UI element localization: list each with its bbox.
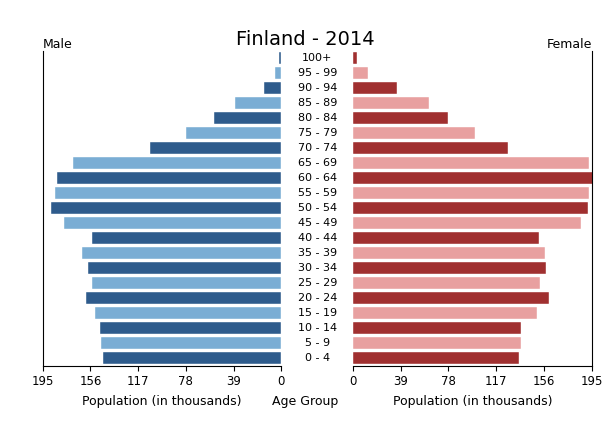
Bar <box>279 53 281 65</box>
Bar <box>57 172 281 184</box>
Bar <box>92 232 281 244</box>
Bar <box>353 187 589 199</box>
Text: 90 - 94: 90 - 94 <box>298 83 337 94</box>
Bar <box>353 97 429 109</box>
Bar <box>275 68 281 79</box>
Text: 55 - 59: 55 - 59 <box>298 188 337 198</box>
Bar <box>95 307 281 319</box>
Text: Population (in thousands): Population (in thousands) <box>393 395 552 408</box>
Text: Finland - 2014: Finland - 2014 <box>235 30 375 49</box>
Bar <box>353 292 549 304</box>
Text: 25 - 29: 25 - 29 <box>298 278 337 288</box>
Bar <box>353 82 397 94</box>
Text: 5 - 9: 5 - 9 <box>304 338 330 348</box>
Bar <box>151 142 281 154</box>
Text: 20 - 24: 20 - 24 <box>298 293 337 303</box>
Bar <box>92 277 281 289</box>
Bar <box>85 292 281 304</box>
Bar <box>235 97 281 109</box>
Bar <box>353 232 539 244</box>
Bar <box>100 322 281 334</box>
Bar <box>353 112 448 125</box>
Bar <box>353 172 593 184</box>
Text: 45 - 49: 45 - 49 <box>298 218 337 228</box>
Bar <box>353 142 509 154</box>
Text: 40 - 44: 40 - 44 <box>298 233 337 243</box>
Text: 30 - 34: 30 - 34 <box>298 263 337 273</box>
Bar <box>353 277 540 289</box>
Bar <box>353 202 588 214</box>
Bar <box>353 322 521 334</box>
Bar <box>353 68 368 79</box>
Text: 15 - 19: 15 - 19 <box>298 308 337 318</box>
Text: 0 - 4: 0 - 4 <box>304 353 330 363</box>
Text: 60 - 64: 60 - 64 <box>298 173 337 183</box>
Text: Age Group: Age Group <box>272 395 338 408</box>
Text: Population (in thousands): Population (in thousands) <box>82 395 242 408</box>
Text: 75 - 79: 75 - 79 <box>298 128 337 139</box>
Bar <box>353 128 475 139</box>
Bar <box>88 262 281 274</box>
Bar <box>353 337 521 349</box>
Bar <box>214 112 281 125</box>
Bar <box>102 352 281 364</box>
Bar <box>73 157 281 169</box>
Bar <box>353 262 547 274</box>
Text: 80 - 84: 80 - 84 <box>298 113 337 123</box>
Text: Female: Female <box>547 38 592 51</box>
Bar <box>63 217 281 229</box>
Bar <box>55 187 281 199</box>
Bar <box>353 217 581 229</box>
Text: 65 - 69: 65 - 69 <box>298 159 337 168</box>
Text: 70 - 74: 70 - 74 <box>298 143 337 153</box>
Text: 35 - 39: 35 - 39 <box>298 248 337 258</box>
Bar <box>101 337 281 349</box>
Bar <box>353 157 589 169</box>
Text: 100+: 100+ <box>302 54 332 63</box>
Text: Male: Male <box>43 38 73 51</box>
Text: 85 - 89: 85 - 89 <box>298 99 337 108</box>
Bar <box>264 82 281 94</box>
Text: 50 - 54: 50 - 54 <box>298 203 337 213</box>
Text: 10 - 14: 10 - 14 <box>298 323 337 333</box>
Bar <box>82 247 281 259</box>
Bar <box>186 128 281 139</box>
Bar <box>51 202 281 214</box>
Bar <box>353 352 520 364</box>
Bar <box>353 53 357 65</box>
Bar <box>353 307 537 319</box>
Bar <box>353 247 545 259</box>
Text: 95 - 99: 95 - 99 <box>298 68 337 79</box>
